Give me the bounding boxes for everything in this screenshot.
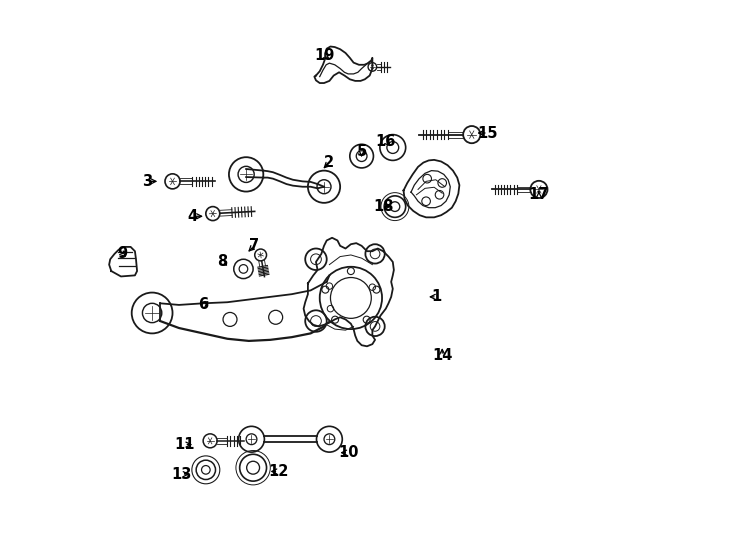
Text: 10: 10 — [338, 445, 358, 460]
Text: 17: 17 — [528, 187, 549, 202]
Text: 9: 9 — [117, 246, 128, 261]
Text: 1: 1 — [432, 289, 442, 305]
Text: 18: 18 — [373, 199, 393, 214]
Text: 7: 7 — [249, 238, 259, 253]
Text: 11: 11 — [174, 437, 195, 452]
Text: 5: 5 — [357, 144, 367, 159]
Text: 8: 8 — [217, 254, 227, 269]
Text: 13: 13 — [172, 467, 192, 482]
Text: 14: 14 — [432, 348, 452, 363]
Text: 3: 3 — [142, 174, 152, 189]
Text: 2: 2 — [324, 155, 335, 170]
Text: 16: 16 — [376, 133, 396, 148]
Text: 12: 12 — [268, 464, 288, 479]
Text: 19: 19 — [314, 48, 334, 63]
Text: 15: 15 — [478, 125, 498, 140]
Text: 6: 6 — [198, 298, 208, 313]
Text: 4: 4 — [187, 209, 197, 224]
